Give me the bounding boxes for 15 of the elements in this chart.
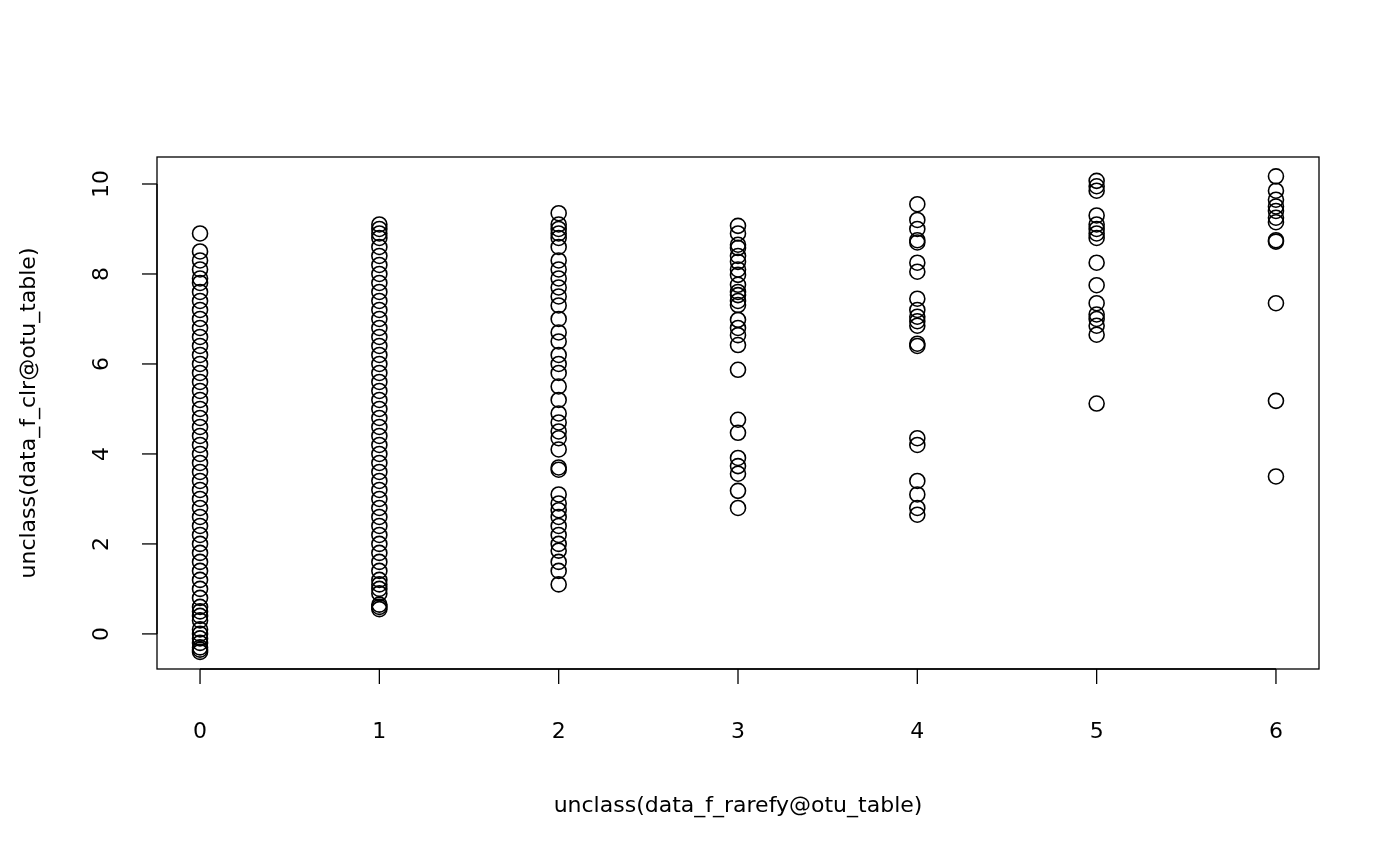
x-tick-label: 1 bbox=[372, 718, 387, 743]
y-tick-label: 8 bbox=[88, 266, 113, 281]
y-tick-label: 2 bbox=[88, 536, 113, 551]
x-tick-label: 6 bbox=[1268, 718, 1283, 743]
x-axis-title: unclass(data_f_rarefy@otu_table) bbox=[553, 792, 923, 818]
x-tick-label: 0 bbox=[193, 718, 208, 743]
y-axis-title: unclass(data_f_clr@otu_table) bbox=[15, 247, 41, 579]
x-tick-label: 3 bbox=[731, 718, 745, 743]
x-tick-label: 2 bbox=[551, 718, 566, 743]
y-tick-label: 10 bbox=[88, 169, 113, 198]
x-tick-label: 4 bbox=[910, 718, 925, 743]
y-tick-label: 0 bbox=[88, 626, 113, 641]
x-tick-label: 5 bbox=[1089, 718, 1104, 743]
y-tick-label: 6 bbox=[88, 356, 113, 371]
y-tick-label: 4 bbox=[88, 446, 113, 461]
